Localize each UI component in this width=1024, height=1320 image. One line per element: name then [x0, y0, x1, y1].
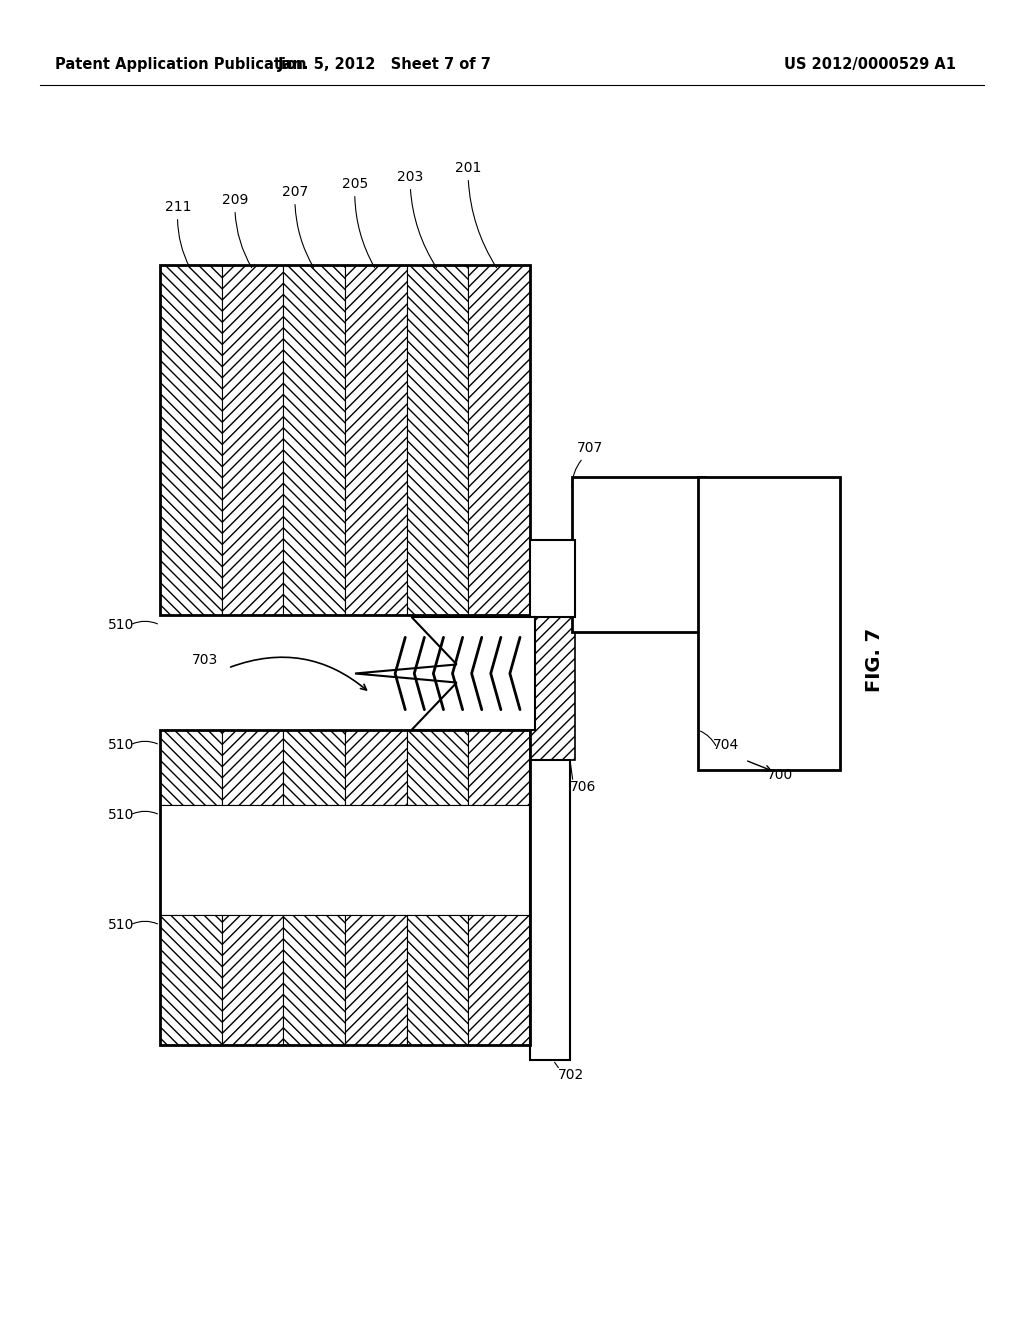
- Text: 510: 510: [108, 808, 134, 822]
- Bar: [160, 730, 530, 1045]
- Text: 700: 700: [767, 768, 794, 781]
- Text: 510: 510: [108, 917, 134, 932]
- Bar: [284, 915, 345, 1045]
- Bar: [160, 265, 530, 615]
- Bar: [345, 915, 407, 1045]
- Bar: [221, 265, 284, 615]
- Bar: [221, 730, 284, 805]
- Text: 201: 201: [455, 161, 497, 268]
- Text: FIG. 7: FIG. 7: [865, 628, 885, 692]
- Text: 706: 706: [570, 780, 596, 795]
- Bar: [407, 915, 468, 1045]
- Text: Patent Application Publication: Patent Application Publication: [55, 58, 306, 73]
- Bar: [160, 915, 221, 1045]
- Bar: [572, 477, 705, 632]
- Bar: [530, 540, 575, 616]
- Bar: [160, 805, 530, 915]
- Bar: [160, 265, 221, 615]
- Bar: [221, 915, 284, 1045]
- Text: 702: 702: [558, 1068, 585, 1082]
- Bar: [345, 730, 407, 805]
- Text: 703: 703: [191, 653, 218, 667]
- Text: 510: 510: [108, 738, 134, 752]
- Bar: [468, 265, 530, 615]
- Bar: [345, 265, 407, 615]
- Bar: [530, 760, 570, 1060]
- Text: 209: 209: [222, 193, 252, 268]
- Text: 707: 707: [577, 441, 603, 455]
- Text: US 2012/0000529 A1: US 2012/0000529 A1: [784, 58, 956, 73]
- Bar: [468, 915, 530, 1045]
- Text: 211: 211: [165, 201, 191, 268]
- Bar: [407, 265, 468, 615]
- Bar: [284, 265, 345, 615]
- Bar: [407, 730, 468, 805]
- Text: Jan. 5, 2012   Sheet 7 of 7: Jan. 5, 2012 Sheet 7 of 7: [279, 58, 492, 73]
- Text: 207: 207: [282, 185, 313, 268]
- Text: 510: 510: [108, 618, 134, 632]
- Bar: [698, 477, 840, 770]
- Bar: [160, 730, 221, 805]
- Bar: [468, 730, 530, 805]
- Text: 203: 203: [397, 170, 436, 268]
- Bar: [530, 540, 575, 760]
- Bar: [284, 730, 345, 805]
- Text: 205: 205: [342, 177, 375, 268]
- Text: 704: 704: [713, 738, 739, 752]
- Polygon shape: [355, 616, 535, 730]
